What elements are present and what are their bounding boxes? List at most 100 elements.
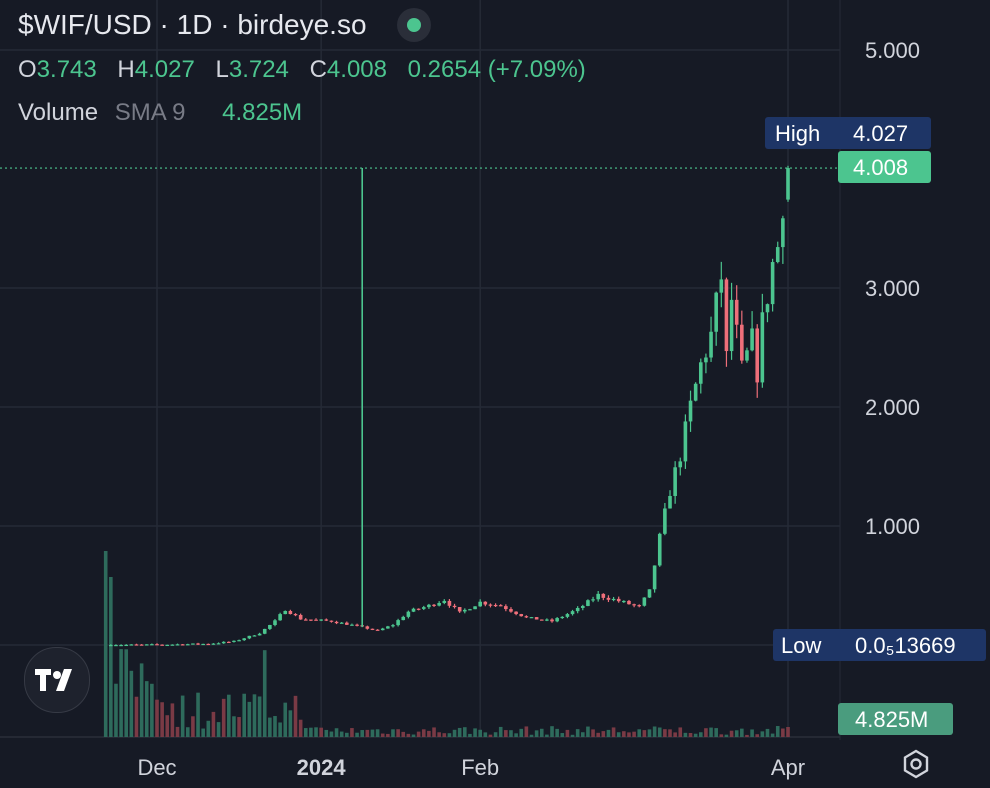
candle-body[interactable] — [688, 400, 693, 422]
candle-body[interactable] — [185, 644, 190, 646]
candle-body[interactable] — [134, 644, 139, 646]
candle-body[interactable] — [565, 614, 570, 617]
candle-body[interactable] — [114, 645, 118, 647]
candle-body[interactable] — [575, 607, 580, 612]
candle-body[interactable] — [303, 619, 308, 621]
candle-body[interactable] — [139, 644, 144, 646]
candle-body[interactable] — [314, 619, 318, 621]
candle-body[interactable] — [339, 622, 344, 624]
candle-body[interactable] — [627, 600, 631, 605]
candle-body[interactable] — [488, 604, 493, 606]
candle-body[interactable] — [468, 609, 472, 611]
candle-body[interactable] — [714, 292, 718, 332]
candle-body[interactable] — [406, 611, 411, 617]
candle-body[interactable] — [380, 628, 385, 631]
candle-body[interactable] — [370, 628, 375, 630]
candle-body[interactable] — [427, 604, 431, 608]
candle-body[interactable] — [596, 593, 600, 600]
candle-body[interactable] — [719, 279, 724, 293]
candle-body[interactable] — [452, 605, 457, 608]
symbol-header[interactable]: $WIF/USD · 1D · birdeye.so — [18, 8, 431, 42]
candle-body[interactable] — [539, 619, 544, 621]
candle-body[interactable] — [170, 644, 175, 646]
candle-body[interactable] — [437, 602, 441, 606]
candle-body[interactable] — [504, 606, 508, 610]
candle-body[interactable] — [124, 644, 129, 647]
candle-body[interactable] — [345, 622, 349, 625]
candle-body[interactable] — [129, 644, 134, 646]
candle-body[interactable] — [570, 611, 575, 615]
candle-body[interactable] — [391, 625, 395, 627]
candle-body[interactable] — [298, 614, 303, 620]
candle-body[interactable] — [760, 312, 765, 383]
candle-body[interactable] — [232, 640, 236, 642]
candle-body[interactable] — [601, 593, 606, 598]
candle-body[interactable] — [668, 495, 672, 509]
tradingview-logo-icon[interactable] — [24, 647, 90, 713]
candle-body[interactable] — [411, 608, 416, 612]
candle-body[interactable] — [493, 604, 498, 607]
candle-body[interactable] — [616, 598, 621, 602]
candle-body[interactable] — [740, 324, 744, 361]
candle-body[interactable] — [586, 600, 590, 606]
candle-body[interactable] — [334, 621, 339, 624]
candle-body[interactable] — [191, 643, 195, 645]
candle-body[interactable] — [647, 589, 652, 598]
candle-body[interactable] — [350, 624, 354, 626]
candle-body[interactable] — [524, 616, 529, 618]
candle-body[interactable] — [375, 629, 380, 631]
candle-body[interactable] — [293, 614, 298, 616]
candle-body[interactable] — [109, 645, 113, 647]
candle-body[interactable] — [211, 643, 216, 645]
candle-body[interactable] — [119, 645, 123, 647]
candle-body[interactable] — [160, 644, 164, 646]
candle-body[interactable] — [396, 620, 400, 626]
candle-body[interactable] — [509, 609, 513, 612]
candle-body[interactable] — [478, 601, 482, 607]
candle-body[interactable] — [216, 643, 221, 645]
candle-body[interactable] — [775, 247, 780, 263]
candle-body[interactable] — [514, 611, 518, 615]
candle-body[interactable] — [678, 461, 683, 468]
candle-body[interactable] — [416, 608, 421, 610]
candle-body[interactable] — [144, 644, 149, 646]
candle-body[interactable] — [673, 467, 677, 496]
candle-body[interactable] — [652, 565, 657, 590]
candle-body[interactable] — [606, 597, 611, 600]
candle-body[interactable] — [319, 619, 323, 621]
candle-body[interactable] — [498, 605, 503, 607]
candle-body[interactable] — [150, 644, 154, 646]
candle-body[interactable] — [519, 614, 524, 617]
candle-body[interactable] — [401, 616, 406, 621]
candle-body[interactable] — [637, 605, 642, 607]
candle-body[interactable] — [180, 644, 185, 646]
candle-body[interactable] — [750, 328, 754, 351]
candle-body[interactable] — [247, 635, 252, 639]
candle-body[interactable] — [447, 600, 452, 606]
candle-body[interactable] — [175, 644, 180, 646]
candle-body[interactable] — [698, 362, 703, 384]
candle-body[interactable] — [709, 331, 713, 358]
candle-body[interactable] — [273, 620, 277, 625]
candle-body[interactable] — [227, 641, 231, 644]
candle-body[interactable] — [309, 619, 313, 621]
candle-body[interactable] — [288, 610, 293, 615]
candle-body[interactable] — [442, 600, 447, 603]
candle-body[interactable] — [432, 604, 436, 606]
candle-body[interactable] — [268, 624, 272, 629]
candle-body[interactable] — [704, 357, 708, 363]
candle-body[interactable] — [257, 633, 262, 636]
candle-body[interactable] — [622, 600, 626, 603]
candle-body[interactable] — [329, 620, 334, 622]
candle-body[interactable] — [770, 262, 775, 305]
candle-body[interactable] — [421, 607, 426, 609]
candle-body[interactable] — [591, 599, 595, 601]
candle-body[interactable] — [734, 299, 739, 325]
candle-body[interactable] — [560, 616, 565, 619]
candle-body[interactable] — [483, 601, 488, 605]
candle-body[interactable] — [663, 508, 667, 534]
candle-body[interactable] — [196, 643, 200, 645]
candle-body[interactable] — [657, 533, 662, 566]
candle-body[interactable] — [283, 610, 288, 615]
